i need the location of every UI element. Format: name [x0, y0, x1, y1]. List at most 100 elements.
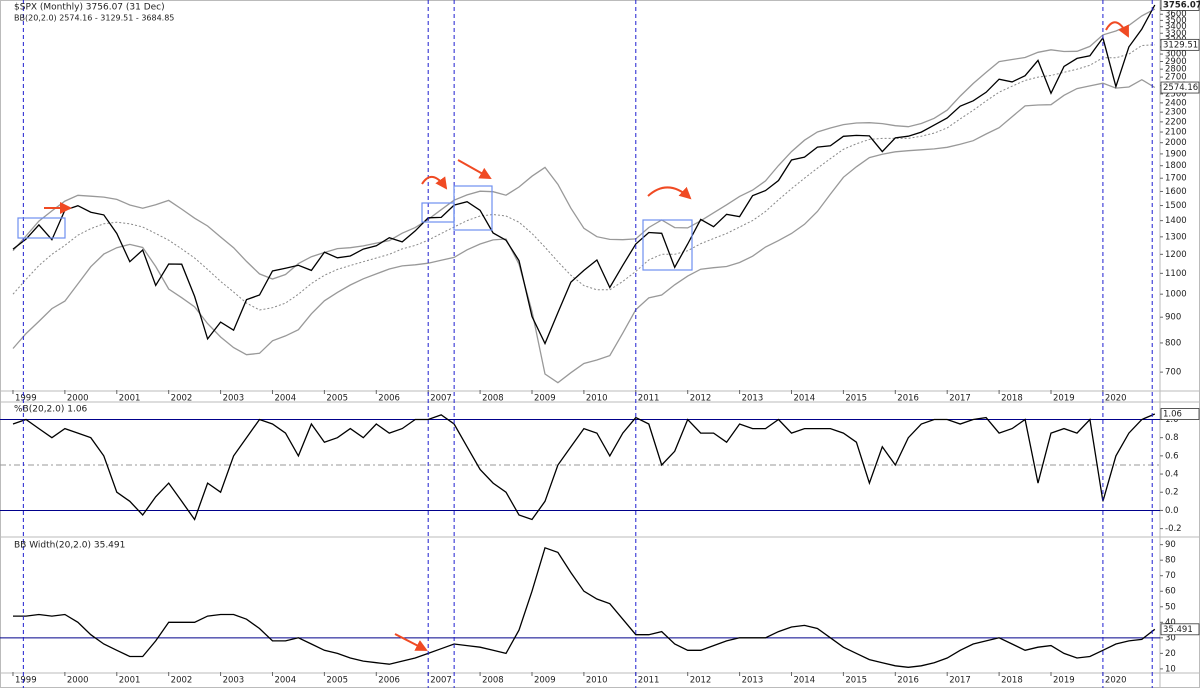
y-tick-label: 1500 [1165, 201, 1187, 211]
y-tick-label: 40 [1165, 618, 1176, 628]
x-tick-label: 2013 [742, 676, 764, 686]
x-tick-label: 2000 [67, 676, 89, 686]
y-tick-label: 0.4 [1165, 470, 1179, 480]
x-tick-label: 2008 [482, 676, 504, 686]
arrow [421, 176, 448, 190]
y-tick-label: 2200 [1165, 117, 1187, 127]
x-tick-label: 2018 [1001, 676, 1023, 686]
y-tick-label: 3600 [1165, 10, 1187, 20]
series-line [12, 4, 1156, 346]
value-tag [1160, 38, 1200, 51]
x-tick-label: 2012 [690, 676, 712, 686]
value-tag [1160, 408, 1200, 420]
x-tick-label: 2003 [223, 676, 245, 686]
y-tick-label: 80 [1165, 556, 1176, 566]
y-tick-label: 1200 [1165, 250, 1187, 260]
y-tick-label: 0.6 [1165, 451, 1179, 461]
value-tag-label: 35.491 [1163, 625, 1193, 635]
x-tick-label: 2020 [1105, 394, 1127, 404]
y-tick-label: 2900 [1165, 57, 1187, 67]
x-tick-label: 1999 [15, 394, 37, 404]
y-tick-label: 1100 [1165, 269, 1187, 279]
series-line [12, 413, 1156, 521]
x-tick-label: 2017 [949, 676, 971, 686]
arrows [44, 21, 1129, 651]
y-tick-label: 20 [1165, 649, 1176, 659]
arrow [394, 633, 428, 651]
y-tick-label: 1000 [1165, 290, 1187, 300]
y-tick-label: 3000 [1165, 50, 1187, 60]
x-tick-label: 2006 [378, 676, 400, 686]
value-tag-label: 3756.07 [1163, 0, 1200, 10]
x-tick-label: 2005 [326, 676, 348, 686]
y-tick-label: 60 [1165, 587, 1176, 597]
y-tick-label: 1800 [1165, 161, 1187, 171]
x-tick-label: 2010 [586, 676, 608, 686]
x-tick-label: 2009 [534, 394, 556, 404]
y-tick-label: 3400 [1165, 22, 1187, 32]
x-tick-label: 2012 [690, 394, 712, 404]
x-tick-label: 2011 [638, 676, 660, 686]
x-tick-label: 2018 [1001, 394, 1023, 404]
x-tick-label: 2014 [793, 394, 815, 404]
y-tick-label: 2000 [1165, 138, 1187, 148]
y-tick-label: 90 [1165, 540, 1176, 550]
x-tick-label: 2010 [586, 394, 608, 404]
y-tick-label: 3500 [1165, 16, 1187, 26]
y-tick-label: 1300 [1165, 232, 1187, 242]
x-tick-label: 2008 [482, 394, 504, 404]
x-tick-label: 2016 [897, 676, 919, 686]
y-tick-label: 0.2 [1165, 488, 1179, 498]
series-line [13, 546, 1156, 668]
y-tick-label: 700 [1165, 368, 1181, 378]
x-tick-label: 2007 [430, 394, 452, 404]
x-tick-label: 2015 [845, 676, 867, 686]
y-tick-label: 1600 [1165, 187, 1187, 197]
y-tick-label: 2100 [1165, 128, 1187, 138]
y-tick-label: 2300 [1165, 108, 1187, 118]
y-tick-label: 1900 [1165, 149, 1187, 159]
x-tick-label: 2002 [171, 676, 193, 686]
x-tick-label: 2019 [1053, 676, 1075, 686]
x-tick-label: 2007 [430, 676, 452, 686]
y-tick-label: 10 [1165, 664, 1176, 674]
y-tick-label: 1700 [1165, 174, 1187, 184]
arrow [457, 159, 492, 179]
highlight-box [453, 185, 493, 231]
value-tag [1160, 0, 1200, 11]
series-line [12, 78, 1156, 384]
value-tag [1160, 623, 1200, 636]
x-tick-label: 2014 [793, 676, 815, 686]
y-tick-label: 0.8 [1165, 433, 1179, 443]
x-tick-label: 2011 [638, 394, 660, 404]
arrow [647, 186, 692, 200]
highlight-box [642, 219, 693, 271]
arrow [1105, 21, 1129, 38]
x-tick-label: 2019 [1053, 394, 1075, 404]
x-tick-label: 2000 [67, 394, 89, 404]
y-tick-label: 0.0 [1165, 506, 1179, 516]
highlight-boxes [17, 185, 693, 271]
series-line [12, 44, 1155, 311]
y-tick-label: 800 [1165, 338, 1181, 348]
y-tick-label: -0.2 [1165, 524, 1182, 534]
x-tick-label: 2016 [897, 394, 919, 404]
y-tick-label: 900 [1165, 313, 1181, 323]
x-tick-label: 1999 [15, 676, 37, 686]
y-tick-label: 1.0 [1165, 415, 1179, 425]
x-tick-label: 2001 [119, 394, 141, 404]
highlight-box [17, 217, 66, 239]
y-tick-label: 50 [1165, 602, 1176, 612]
x-tick-label: 2004 [274, 676, 296, 686]
x-tick-label: 2013 [742, 394, 764, 404]
x-tick-label: 2009 [534, 676, 556, 686]
value-tag-label: 3129.51 [1163, 40, 1198, 50]
y-tick-label: 1400 [1165, 216, 1187, 226]
x-tick-label: 2005 [326, 394, 348, 404]
x-tick-label: 2003 [223, 394, 245, 404]
x-tick-label: 2004 [274, 394, 296, 404]
panel-title: $SPX (Monthly) 3756.07 (31 Dec) [14, 3, 165, 13]
x-tick-label: 2006 [378, 394, 400, 404]
